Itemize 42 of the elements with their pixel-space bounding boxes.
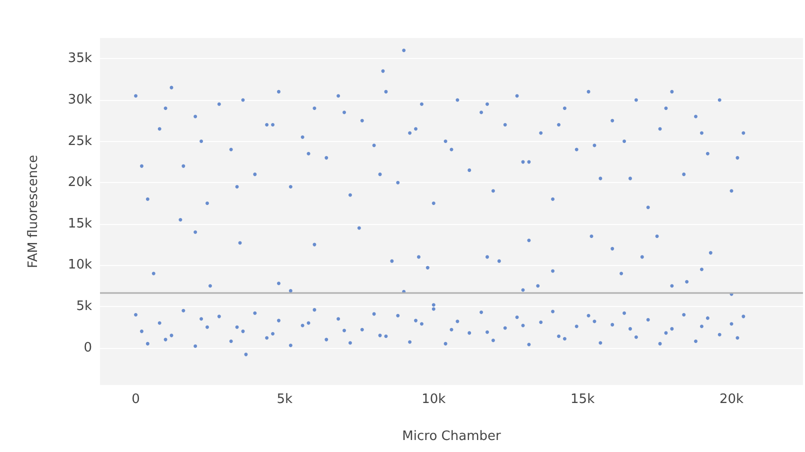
point: [416, 255, 420, 259]
point: [486, 255, 489, 259]
y-tick-label: 35k: [68, 51, 92, 66]
x-tick-label: 10k: [422, 392, 446, 407]
y-axis-title: FAM fluorescence: [26, 154, 41, 268]
x-tick-label: 5k: [276, 392, 294, 407]
point: [640, 255, 644, 259]
point: [390, 259, 394, 263]
point: [152, 272, 156, 276]
point: [708, 251, 712, 255]
y-tick-label: 30k: [68, 92, 92, 108]
point: [670, 284, 674, 288]
y-tick-label: 20k: [68, 175, 92, 190]
y-tick-label: 25k: [68, 134, 92, 149]
point: [497, 259, 501, 263]
x-tick-label: 15k: [570, 392, 596, 407]
y-tick-label: 10k: [68, 258, 92, 273]
point: [208, 284, 212, 288]
y-tick-label: 15k: [68, 216, 92, 232]
point: [288, 289, 292, 293]
point: [527, 238, 531, 242]
point: [685, 280, 689, 284]
point: [432, 303, 436, 307]
point: [620, 272, 624, 276]
point: [590, 234, 594, 238]
point: [238, 241, 242, 245]
point: [402, 48, 406, 52]
point: [194, 230, 198, 234]
point: [551, 269, 555, 273]
point: [655, 234, 659, 238]
point: [426, 266, 430, 270]
y-tick-label: 0: [84, 340, 92, 356]
y-tick-label: 5k: [76, 299, 92, 314]
point: [610, 246, 614, 250]
x-tick-label: 20k: [719, 392, 744, 407]
x-axis-title: Micro Chamber: [402, 429, 502, 444]
point: [178, 218, 182, 222]
x-tick-label: 0: [132, 392, 140, 407]
point: [536, 284, 540, 288]
point: [357, 226, 361, 230]
point: [276, 282, 280, 286]
point: [700, 268, 704, 272]
